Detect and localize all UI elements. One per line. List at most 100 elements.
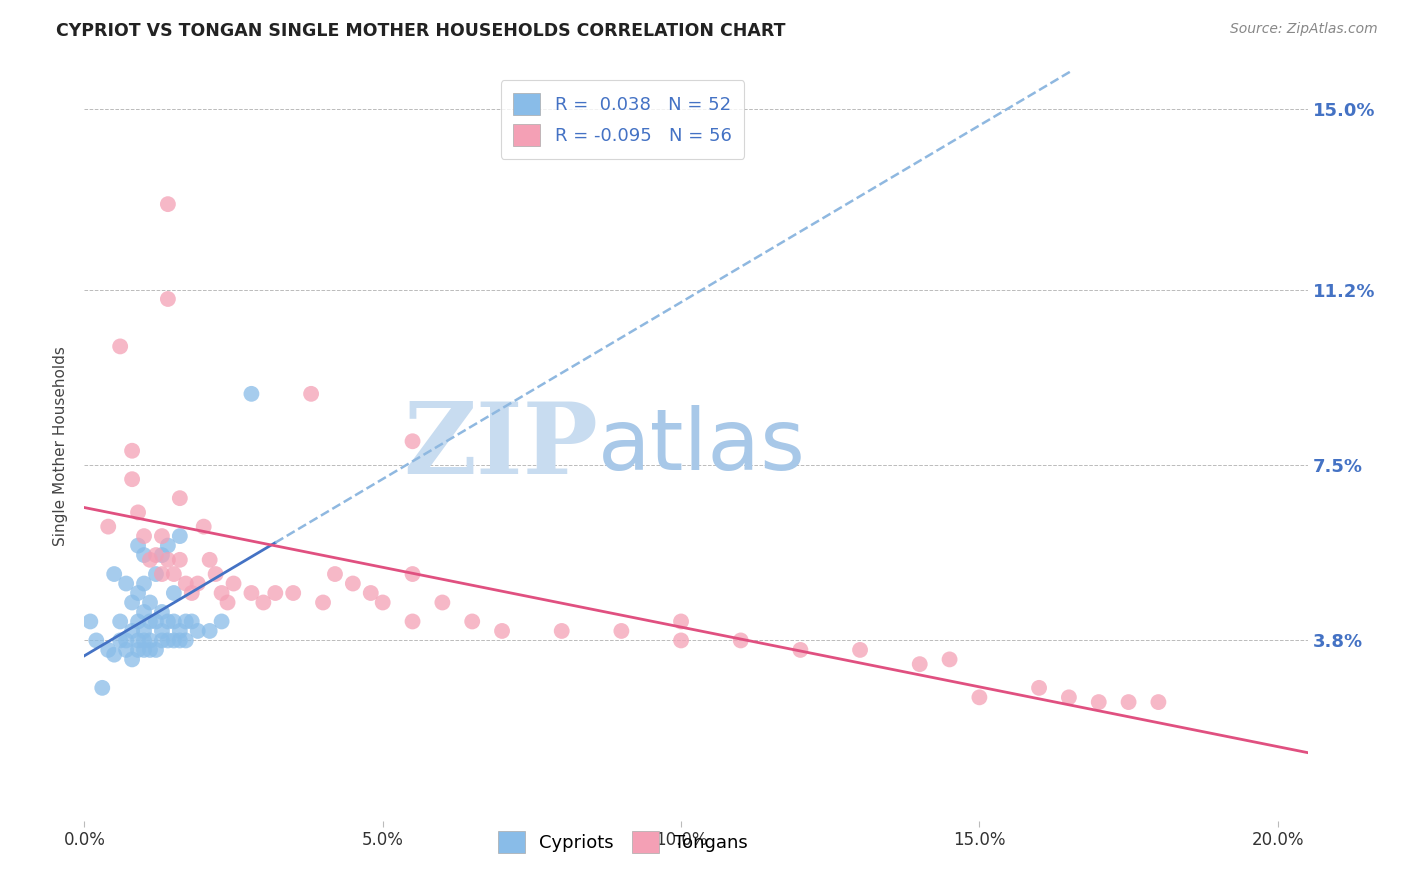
Point xyxy=(150,567,173,582)
Point xyxy=(174,576,197,591)
Point xyxy=(156,539,179,553)
Point xyxy=(97,519,120,533)
Point xyxy=(669,633,692,648)
Point xyxy=(174,615,197,629)
Point xyxy=(187,576,209,591)
Point xyxy=(211,615,233,629)
Point xyxy=(240,586,263,600)
Point xyxy=(401,434,423,449)
Point xyxy=(610,624,633,638)
Point xyxy=(97,643,120,657)
Point xyxy=(323,567,346,582)
Point xyxy=(187,624,209,638)
Point xyxy=(132,643,155,657)
Point xyxy=(150,624,173,638)
Point xyxy=(1118,695,1140,709)
Point xyxy=(551,624,574,638)
Point xyxy=(132,624,155,638)
Point xyxy=(180,615,202,629)
Point xyxy=(156,615,179,629)
Point xyxy=(174,633,197,648)
Point xyxy=(127,615,149,629)
Point xyxy=(108,615,131,629)
Point xyxy=(127,539,149,553)
Point xyxy=(139,615,162,629)
Point xyxy=(156,633,179,648)
Point xyxy=(121,472,143,486)
Point xyxy=(145,548,167,562)
Point xyxy=(150,529,173,543)
Point xyxy=(169,633,191,648)
Point xyxy=(150,605,173,619)
Point xyxy=(849,643,872,657)
Point xyxy=(360,586,382,600)
Point xyxy=(669,615,692,629)
Point xyxy=(1057,690,1080,705)
Point xyxy=(121,652,143,666)
Point xyxy=(139,595,162,609)
Point xyxy=(1147,695,1170,709)
Point xyxy=(193,519,215,533)
Point xyxy=(264,586,287,600)
Point xyxy=(169,491,191,505)
Point xyxy=(312,595,335,609)
Point xyxy=(156,292,179,306)
Point xyxy=(132,576,155,591)
Point xyxy=(491,624,513,638)
Point xyxy=(180,586,202,600)
Point xyxy=(121,624,143,638)
Point xyxy=(139,633,162,648)
Point xyxy=(204,567,226,582)
Point xyxy=(211,586,233,600)
Point xyxy=(217,595,239,609)
Legend: Cypriots, Tongans: Cypriots, Tongans xyxy=(486,821,758,864)
Point xyxy=(730,633,752,648)
Point xyxy=(115,633,138,648)
Point xyxy=(789,643,811,657)
Point xyxy=(156,553,179,567)
Point xyxy=(163,586,186,600)
Point xyxy=(371,595,394,609)
Point xyxy=(103,567,125,582)
Point xyxy=(163,567,186,582)
Point xyxy=(969,690,991,705)
Point xyxy=(299,387,322,401)
Point xyxy=(79,615,101,629)
Point xyxy=(132,529,155,543)
Point xyxy=(127,505,149,519)
Point xyxy=(145,615,167,629)
Point xyxy=(156,197,179,211)
Point xyxy=(240,387,263,401)
Point xyxy=(115,576,138,591)
Point xyxy=(198,553,221,567)
Point xyxy=(139,643,162,657)
Point xyxy=(169,624,191,638)
Point xyxy=(401,567,423,582)
Point xyxy=(132,605,155,619)
Point xyxy=(139,553,162,567)
Point xyxy=(132,633,155,648)
Point xyxy=(127,643,149,657)
Point xyxy=(1028,681,1050,695)
Point xyxy=(132,548,155,562)
Point xyxy=(108,339,131,353)
Point xyxy=(252,595,274,609)
Point xyxy=(908,657,931,672)
Point xyxy=(127,586,149,600)
Point xyxy=(461,615,484,629)
Point xyxy=(283,586,305,600)
Y-axis label: Single Mother Households: Single Mother Households xyxy=(53,346,69,546)
Point xyxy=(342,576,364,591)
Point xyxy=(150,633,173,648)
Point xyxy=(84,633,107,648)
Point xyxy=(121,595,143,609)
Point xyxy=(91,681,114,695)
Point xyxy=(115,643,138,657)
Point xyxy=(127,633,149,648)
Point xyxy=(169,529,191,543)
Text: CYPRIOT VS TONGAN SINGLE MOTHER HOUSEHOLDS CORRELATION CHART: CYPRIOT VS TONGAN SINGLE MOTHER HOUSEHOL… xyxy=(56,22,786,40)
Point xyxy=(169,553,191,567)
Point xyxy=(103,648,125,662)
Point xyxy=(198,624,221,638)
Point xyxy=(145,567,167,582)
